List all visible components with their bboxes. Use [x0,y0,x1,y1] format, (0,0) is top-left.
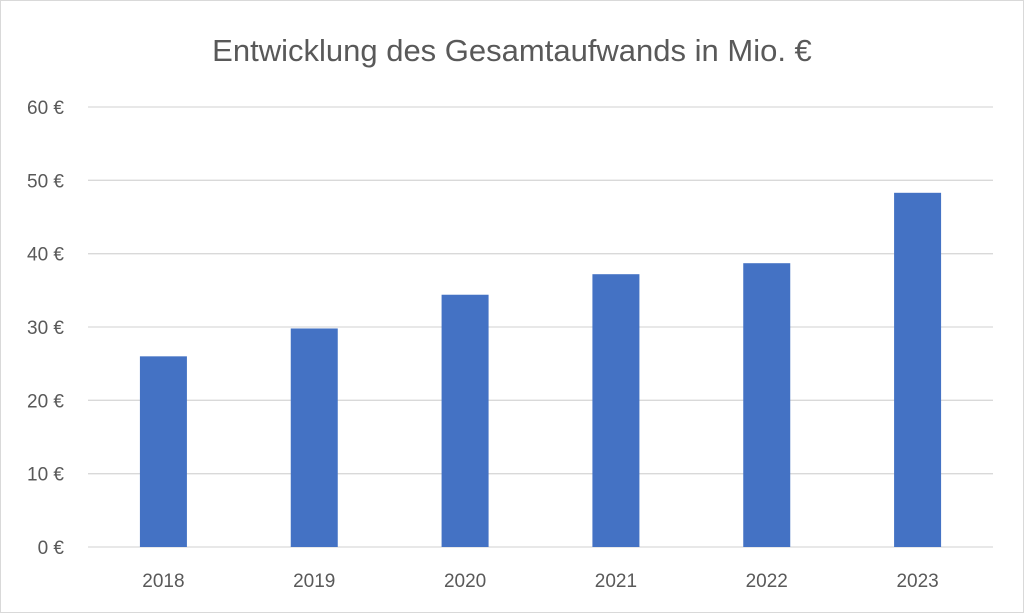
y-tick-label: 30 € [27,318,64,339]
y-tick-label: 10 € [27,465,64,486]
chart-title: Entwicklung des Gesamtaufwands in Mio. € [212,33,812,68]
y-tick-label: 40 € [27,245,64,266]
x-tick-label: 2021 [595,571,637,592]
x-tick-label: 2022 [746,571,788,592]
y-tick-label: 50 € [27,171,64,192]
x-axis-tick-labels: 2018 2019 2020 2021 2022 2023 [142,571,938,592]
bar-2023 [894,192,942,548]
bar-2018 [139,356,187,547]
gridlines [88,106,993,548]
bar-2022 [743,263,791,547]
bar-2020 [441,294,489,547]
x-tick-label: 2020 [444,571,486,592]
x-tick-label: 2018 [142,571,184,592]
y-tick-label: 20 € [27,391,64,412]
bar-2019 [290,328,338,547]
bars [139,192,942,548]
x-tick-label: 2019 [293,571,335,592]
y-axis-tick-labels: 0 € 10 € 20 € 30 € 40 € 50 € 60 € [27,98,64,559]
x-tick-label: 2023 [896,571,938,592]
y-tick-label: 0 € [38,538,65,559]
y-tick-label: 60 € [27,98,64,119]
bar-2021 [592,274,640,547]
